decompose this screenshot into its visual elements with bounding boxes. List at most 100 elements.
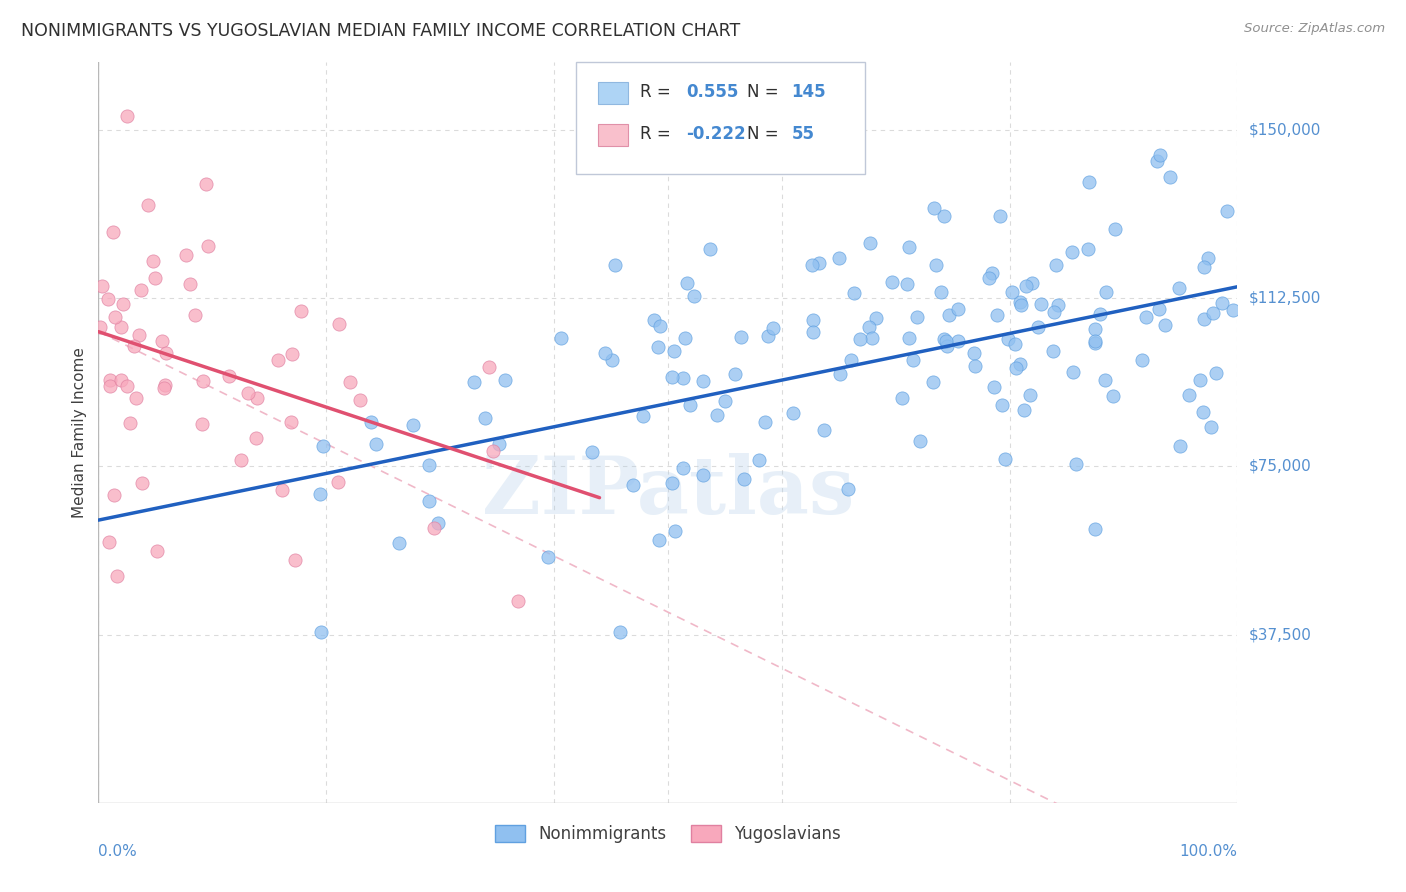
Point [692, 374, 714, 388]
Point [290, 304, 312, 318]
Point [155, 346, 177, 360]
Point [981, 266, 1004, 280]
Point [595, 346, 617, 360]
Point [828, 251, 851, 265]
Point [1064, 458, 1087, 472]
Point [150, 334, 173, 348]
Point [813, 423, 835, 437]
Point [1146, 154, 1168, 169]
Point [929, 285, 952, 299]
Point [1197, 251, 1219, 265]
Text: N =: N = [747, 83, 783, 101]
Text: 0.555: 0.555 [686, 83, 738, 101]
Point [155, 378, 177, 392]
Point [673, 330, 696, 344]
Text: $112,500: $112,500 [1249, 291, 1320, 305]
Point [1010, 295, 1032, 310]
Point [474, 410, 496, 425]
Point [478, 359, 501, 374]
Point [935, 334, 957, 349]
Text: 145: 145 [792, 83, 827, 101]
Point [643, 313, 665, 327]
Point [801, 258, 824, 272]
Point [360, 415, 382, 429]
Point [281, 347, 304, 361]
Point [402, 417, 425, 432]
Point [714, 393, 737, 408]
Point [418, 458, 440, 473]
Point [754, 415, 776, 429]
Point [1015, 278, 1038, 293]
Point [1004, 337, 1026, 351]
Point [131, 475, 153, 490]
Point [1168, 280, 1191, 294]
Point [195, 177, 218, 191]
Point [986, 308, 1008, 322]
Point [1153, 318, 1175, 333]
Point [848, 332, 870, 346]
Legend: Nonimmigrants, Yugoslavians: Nonimmigrants, Yugoslavians [488, 819, 848, 850]
Point [890, 391, 912, 405]
Point [364, 436, 387, 450]
Point [1147, 302, 1170, 317]
Text: N =: N = [747, 125, 783, 143]
Point [997, 332, 1019, 346]
Point [1010, 357, 1032, 371]
Point [110, 320, 132, 334]
Point [1047, 298, 1070, 312]
Point [1005, 361, 1028, 376]
Point [648, 319, 671, 334]
Point [993, 451, 1015, 466]
Point [111, 297, 134, 311]
Point [1130, 352, 1153, 367]
Point [756, 329, 779, 343]
Point [229, 453, 252, 467]
Point [1012, 403, 1035, 417]
Point [142, 254, 165, 268]
Point [418, 493, 440, 508]
Point [1178, 387, 1201, 401]
Point [865, 311, 887, 326]
Point [936, 339, 959, 353]
Point [1062, 365, 1084, 379]
Point [1045, 259, 1067, 273]
Point [600, 353, 623, 368]
Point [311, 625, 333, 640]
Point [648, 533, 671, 548]
Point [647, 340, 669, 354]
Text: $37,500: $37,500 [1249, 627, 1312, 642]
Point [682, 288, 704, 302]
Point [664, 524, 686, 538]
Point [1077, 242, 1099, 256]
Point [664, 343, 686, 358]
Point [1205, 366, 1227, 380]
Point [218, 369, 240, 384]
Point [537, 550, 560, 565]
Point [730, 330, 752, 344]
Point [197, 239, 219, 253]
Point [837, 482, 859, 496]
Point [246, 392, 269, 406]
Point [860, 331, 883, 345]
Point [661, 370, 683, 384]
Point [839, 352, 862, 367]
Point [153, 381, 176, 395]
Point [1026, 320, 1049, 334]
Point [98, 374, 121, 388]
Point [1010, 298, 1032, 312]
Point [508, 594, 530, 608]
Point [191, 417, 214, 431]
Point [733, 472, 755, 486]
Point [105, 569, 128, 583]
Point [145, 544, 167, 558]
Text: Source: ZipAtlas.com: Source: ZipAtlas.com [1244, 22, 1385, 36]
Text: -0.222: -0.222 [686, 125, 745, 143]
Point [1029, 297, 1052, 311]
Text: 55: 55 [792, 125, 814, 143]
Point [110, 373, 132, 387]
Text: R =: R = [640, 125, 676, 143]
Point [932, 209, 955, 223]
Point [901, 353, 924, 368]
Point [271, 483, 294, 497]
Point [184, 308, 207, 322]
